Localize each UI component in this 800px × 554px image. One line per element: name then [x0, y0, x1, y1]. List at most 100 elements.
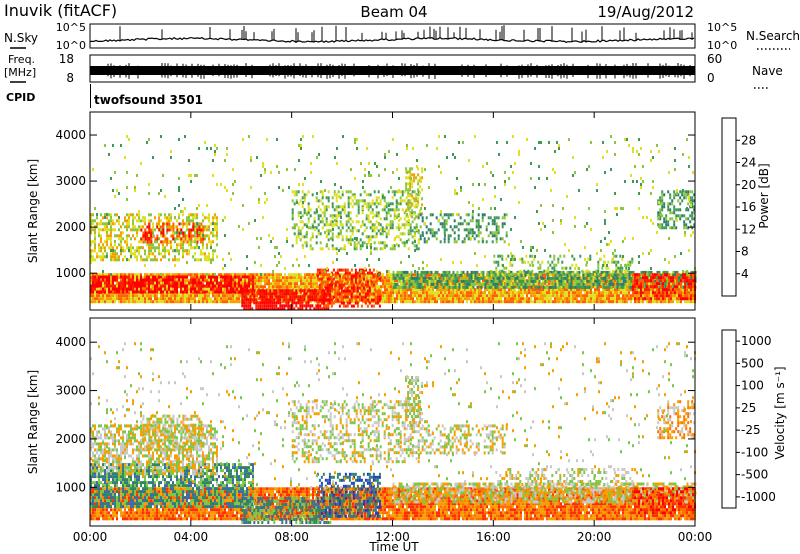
data-cell [568, 270, 571, 274]
data-cell [456, 276, 459, 280]
data-cell [560, 288, 562, 292]
data-cell [146, 273, 148, 277]
data-cell [324, 276, 326, 280]
data-cell [570, 279, 573, 283]
data-cell [154, 282, 156, 286]
data-cell [390, 273, 392, 277]
data-cell [428, 285, 430, 289]
data-cell [182, 284, 184, 288]
data-cell [202, 275, 204, 279]
data-cell [630, 285, 633, 289]
data-cell [176, 246, 178, 250]
data-cell [622, 276, 625, 280]
data-cell [182, 234, 185, 238]
data-cell [512, 285, 515, 289]
data-cell [154, 228, 156, 232]
data-cell [168, 219, 170, 223]
data-cell [364, 292, 367, 296]
data-cell [566, 282, 568, 286]
data-cell [116, 219, 118, 223]
data-cell [354, 298, 357, 302]
data-cell [144, 222, 146, 226]
data-cell [534, 297, 536, 301]
data-cell [660, 282, 663, 286]
data-cell [552, 282, 555, 286]
data-cell [102, 287, 104, 291]
data-cell [344, 271, 347, 275]
data-cell [295, 304, 298, 308]
data-cell [338, 292, 341, 296]
data-cell [586, 300, 588, 304]
data-cell [305, 307, 308, 311]
data-cell [200, 273, 202, 277]
data-cell [388, 279, 390, 283]
data-cell [594, 276, 597, 280]
data-cell [280, 276, 282, 280]
data-cell [592, 282, 595, 286]
data-cell [388, 297, 390, 301]
data-cell [222, 297, 224, 301]
data-cell [100, 222, 102, 226]
data-cell [124, 216, 126, 220]
data-cell [364, 273, 366, 277]
data-cell [548, 282, 550, 286]
data-cell [242, 282, 244, 286]
data-cell [266, 273, 268, 277]
data-cell [436, 279, 439, 283]
data-cell [298, 279, 300, 283]
data-cell [299, 304, 302, 308]
data-cell [90, 297, 92, 301]
data-cell [338, 304, 341, 308]
data-cell [490, 294, 492, 298]
data-cell [452, 273, 455, 277]
data-cell [106, 294, 108, 298]
data-cell [136, 290, 138, 294]
data-cell [247, 289, 250, 293]
data-cell [352, 283, 355, 287]
data-cell [444, 297, 446, 301]
data-cell [670, 273, 672, 277]
data-cell [162, 288, 164, 292]
data-cell [90, 284, 92, 288]
data-cell [108, 228, 110, 232]
data-cell [508, 279, 511, 283]
data-cell [496, 282, 499, 286]
data-cell [610, 279, 613, 283]
data-cell [484, 285, 487, 289]
data-cell [480, 282, 483, 286]
data-cell [300, 285, 302, 289]
data-cell [144, 284, 146, 288]
data-cell [178, 297, 180, 301]
data-cell [430, 276, 433, 280]
data-cell [410, 291, 412, 295]
data-cell [246, 273, 248, 277]
data-cell [496, 279, 499, 283]
data-cell [184, 231, 186, 235]
data-cell [538, 276, 540, 280]
data-cell [168, 216, 170, 220]
data-cell [194, 258, 196, 262]
data-cell [152, 294, 154, 298]
data-cell [558, 270, 561, 274]
data-cell [96, 284, 98, 288]
data-cell [126, 234, 128, 238]
data-cell [144, 237, 147, 241]
data-cell [350, 283, 353, 287]
data-cell [240, 290, 242, 294]
data-cell [646, 291, 648, 295]
data-cell [476, 288, 478, 292]
data-cell [140, 297, 142, 301]
data-cell [340, 295, 343, 299]
data-cell [126, 279, 128, 283]
data-cell [104, 294, 106, 298]
data-cell [380, 276, 382, 280]
data-cell [566, 279, 569, 283]
data-cell [238, 290, 240, 294]
data-cell [544, 276, 546, 280]
data-cell [140, 219, 142, 223]
data-cell [466, 300, 468, 304]
data-cell [424, 285, 426, 289]
data-cell [484, 276, 486, 280]
data-cell [112, 300, 114, 304]
data-cell [346, 292, 349, 296]
